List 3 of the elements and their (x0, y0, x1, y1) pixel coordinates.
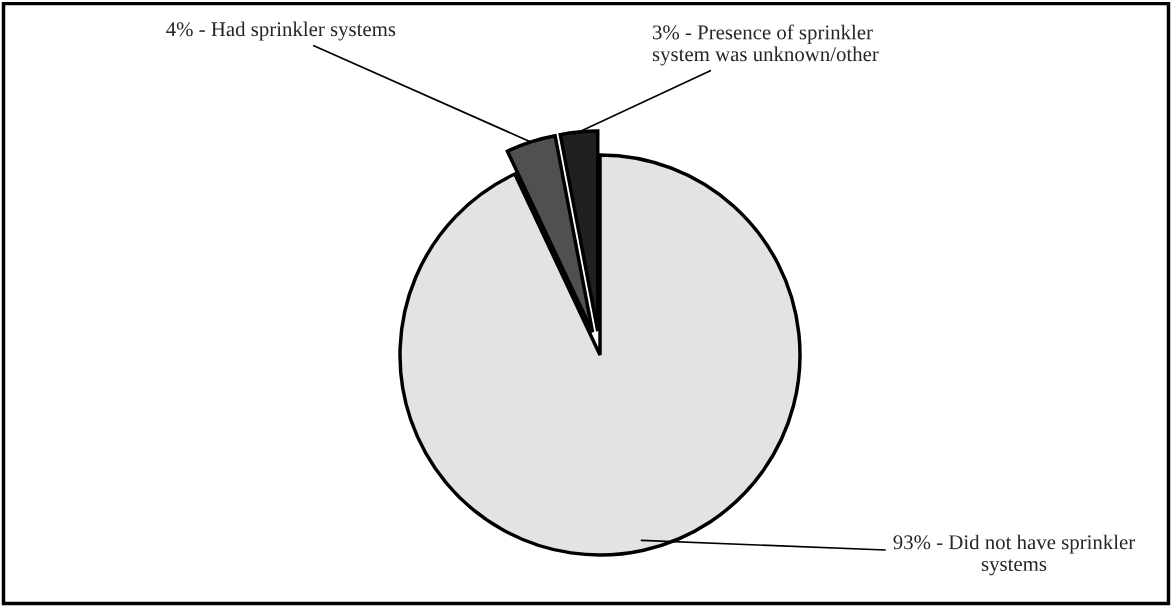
slice-label: 93% - Did not have sprinkler systems (893, 534, 1136, 576)
slice-label: 3% - Presence of sprinkler system was unknown/other (652, 24, 879, 66)
slice-label: 4% - Had sprinkler systems (166, 21, 396, 41)
